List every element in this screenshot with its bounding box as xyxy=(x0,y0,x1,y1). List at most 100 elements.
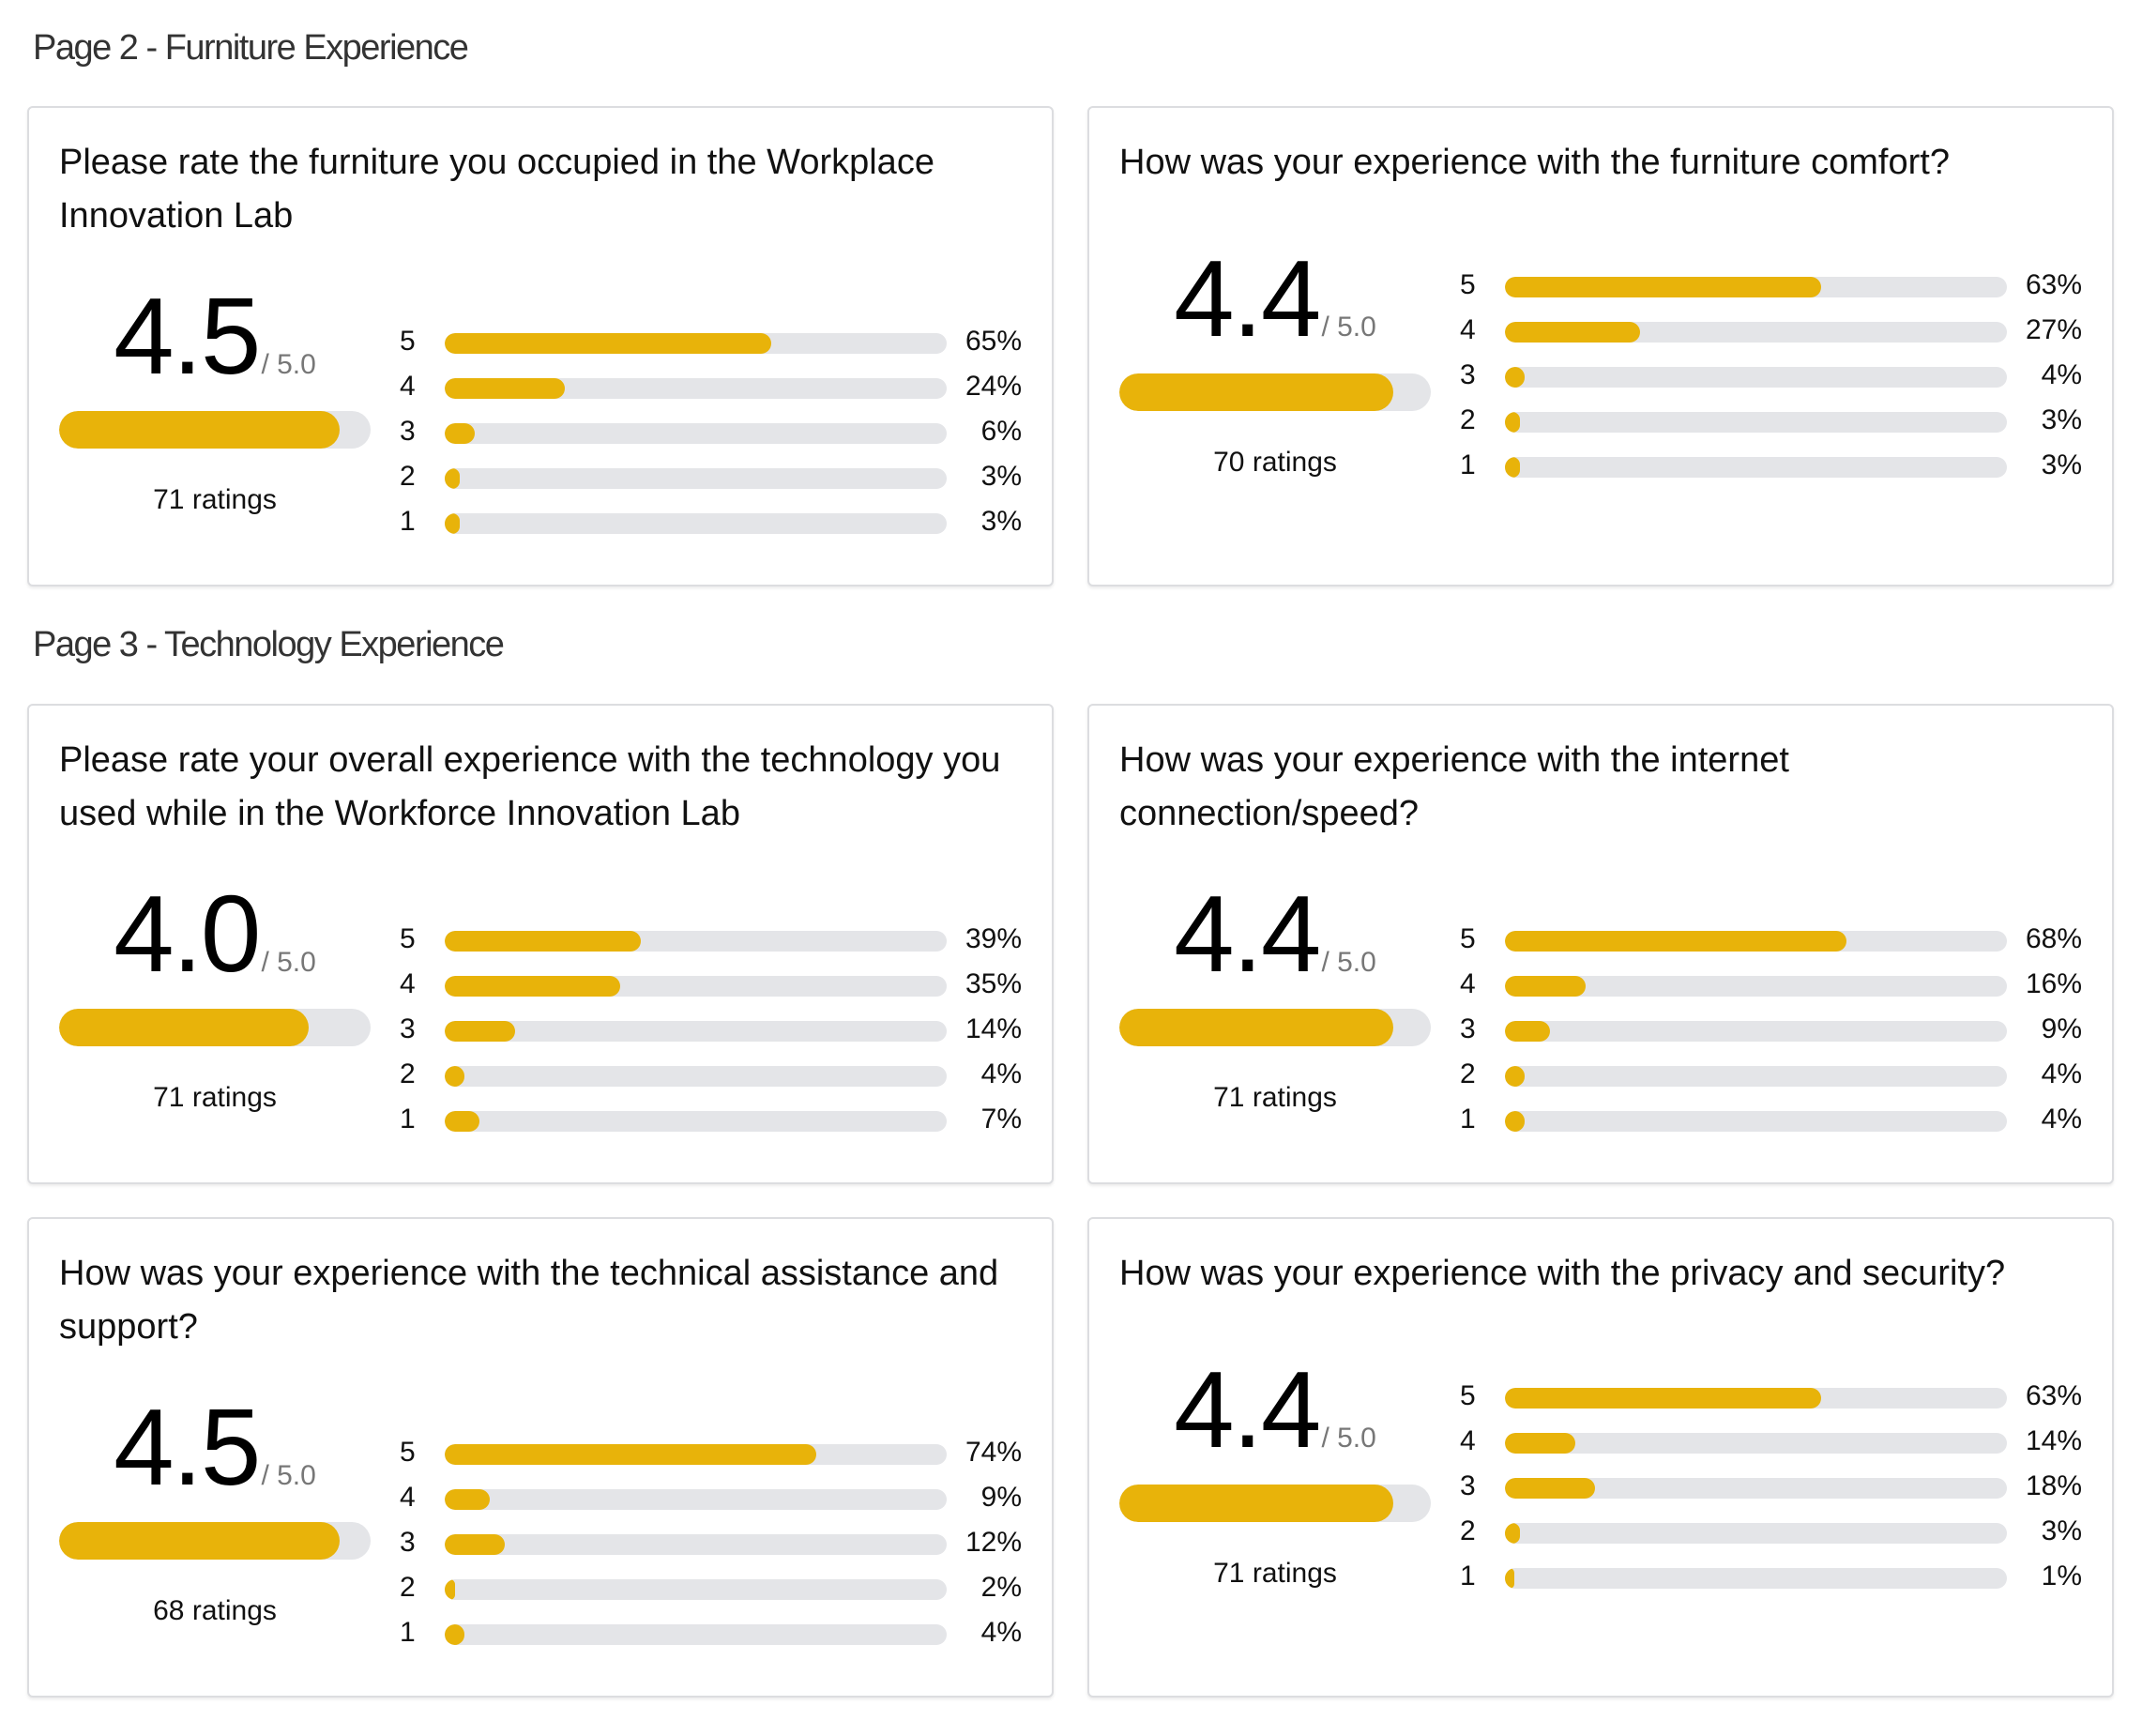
distribution-bar-fill xyxy=(445,1489,491,1510)
average-rating: 4.4/ 5.0 xyxy=(1119,244,1431,353)
question-text: How was your experience with the technic… xyxy=(59,1254,999,1347)
distribution-bar-track xyxy=(445,1444,947,1465)
star-label: 2 xyxy=(1460,404,1476,435)
star-label: 4 xyxy=(1460,968,1476,999)
distribution-row-5-star: 5 68% xyxy=(1460,921,2082,967)
distribution-row-2-star: 2 3% xyxy=(400,459,1022,504)
distribution-bar-track xyxy=(1505,1523,2007,1544)
percent-label: 4% xyxy=(980,1058,1022,1089)
distribution-row-2-star: 2 3% xyxy=(1460,1514,2082,1559)
percent-label: 27% xyxy=(2025,314,2082,345)
average-rating: 4.4/ 5.0 xyxy=(1119,1355,1431,1464)
star-label: 3 xyxy=(1460,359,1476,390)
distribution-row-1-star: 1 4% xyxy=(1460,1102,2082,1147)
percent-label: 6% xyxy=(980,416,1022,447)
distribution-bar-fill xyxy=(445,1444,816,1465)
average-rating: 4.5/ 5.0 xyxy=(59,1393,371,1501)
distribution-row-2-star: 2 2% xyxy=(400,1570,1022,1615)
star-label: 4 xyxy=(400,371,416,402)
distribution-bar-track xyxy=(445,1624,947,1645)
distribution-bar-fill xyxy=(1505,1433,1575,1454)
rating-distribution: 5 63% 4 14% 3 18% 2 xyxy=(1460,1378,2082,1604)
percent-label: 2% xyxy=(980,1572,1022,1603)
distribution-bar-fill xyxy=(445,1021,515,1042)
distribution-bar-fill xyxy=(1505,976,1586,997)
question-text: Please rate the furniture you occupied i… xyxy=(59,143,934,236)
distribution-row-4-star: 4 9% xyxy=(400,1480,1022,1525)
rating-summary: 4.5/ 5.0 71 ratings xyxy=(59,282,371,516)
distribution-row-5-star: 5 39% xyxy=(400,921,1022,967)
distribution-bar-fill xyxy=(1505,1478,1596,1499)
star-label: 3 xyxy=(400,1013,416,1044)
distribution-bar-fill xyxy=(445,931,641,952)
distribution-bar-track xyxy=(445,513,947,534)
distribution-bar-fill xyxy=(1505,1066,1526,1087)
ratings-count: 71 ratings xyxy=(153,484,277,515)
percent-label: 18% xyxy=(2025,1470,2082,1501)
distribution-bar-fill xyxy=(445,468,461,489)
rating-card-furniture-rating: Please rate the furniture you occupied i… xyxy=(27,106,1054,586)
distribution-bar-track xyxy=(445,378,947,399)
average-progress-fill xyxy=(59,1009,309,1046)
average-progress-bar xyxy=(59,411,371,449)
distribution-bar-fill xyxy=(445,423,476,444)
star-label: 4 xyxy=(400,1482,416,1513)
rating-card-privacy-security: How was your experience with the privacy… xyxy=(1087,1217,2114,1698)
average-value: 4.4 xyxy=(1174,237,1321,359)
distribution-bar-track xyxy=(1505,1568,2007,1589)
distribution-bar-fill xyxy=(445,1579,455,1600)
distribution-row-1-star: 1 4% xyxy=(400,1615,1022,1660)
average-rating: 4.4/ 5.0 xyxy=(1119,879,1431,988)
distribution-bar-track xyxy=(1505,277,2007,297)
distribution-row-4-star: 4 16% xyxy=(1460,967,2082,1012)
question-text: How was your experience with the furnitu… xyxy=(1119,143,1950,182)
percent-label: 39% xyxy=(965,923,1022,954)
distribution-bar-fill xyxy=(445,1066,465,1087)
distribution-bar-track xyxy=(1505,1066,2007,1087)
star-label: 5 xyxy=(400,326,416,357)
distribution-bar-track xyxy=(1505,976,2007,997)
average-progress-bar xyxy=(59,1522,371,1560)
distribution-bar-fill xyxy=(1505,457,1521,478)
star-label: 2 xyxy=(400,1572,416,1603)
rating-distribution: 5 68% 4 16% 3 9% 2 xyxy=(1460,921,2082,1147)
percent-label: 4% xyxy=(980,1617,1022,1648)
distribution-bar-track xyxy=(445,976,947,997)
distribution-bar-fill xyxy=(1505,1568,1514,1589)
percent-label: 7% xyxy=(980,1104,1022,1134)
average-progress-bar xyxy=(1119,1009,1431,1046)
distribution-row-3-star: 3 9% xyxy=(1460,1012,2082,1057)
distribution-bar-track xyxy=(1505,367,2007,388)
distribution-bar-track xyxy=(445,468,947,489)
percent-label: 65% xyxy=(965,326,1022,357)
distribution-row-3-star: 3 6% xyxy=(400,414,1022,459)
distribution-row-2-star: 2 4% xyxy=(400,1057,1022,1102)
distribution-bar-fill xyxy=(1505,1388,1822,1409)
average-rating: 4.0/ 5.0 xyxy=(59,879,371,988)
distribution-bar-fill xyxy=(1505,277,1822,297)
percent-label: 3% xyxy=(980,461,1022,492)
distribution-bar-track xyxy=(445,1579,947,1600)
distribution-row-1-star: 1 7% xyxy=(400,1102,1022,1147)
distribution-bar-fill xyxy=(1505,1523,1521,1544)
distribution-row-4-star: 4 24% xyxy=(400,369,1022,414)
out-of-label: / 5.0 xyxy=(1321,947,1376,978)
distribution-bar-track xyxy=(1505,1021,2007,1042)
average-value: 4.5 xyxy=(114,1386,261,1508)
average-progress-bar xyxy=(59,1009,371,1046)
rating-summary: 4.0/ 5.0 71 ratings xyxy=(59,879,371,1114)
average-value: 4.0 xyxy=(114,873,261,995)
star-label: 1 xyxy=(1460,1104,1476,1134)
percent-label: 3% xyxy=(2041,1515,2082,1546)
distribution-bar-fill xyxy=(445,378,566,399)
rating-card-technology-overall: Please rate your overall experience with… xyxy=(27,704,1054,1184)
star-label: 2 xyxy=(400,461,416,492)
out-of-label: / 5.0 xyxy=(1321,1423,1376,1454)
star-label: 3 xyxy=(1460,1470,1476,1501)
distribution-row-1-star: 1 3% xyxy=(1460,448,2082,493)
ratings-count: 71 ratings xyxy=(153,1082,277,1113)
percent-label: 4% xyxy=(2041,1104,2082,1134)
distribution-bar-track xyxy=(445,931,947,952)
star-label: 4 xyxy=(400,968,416,999)
distribution-bar-fill xyxy=(445,1111,480,1132)
